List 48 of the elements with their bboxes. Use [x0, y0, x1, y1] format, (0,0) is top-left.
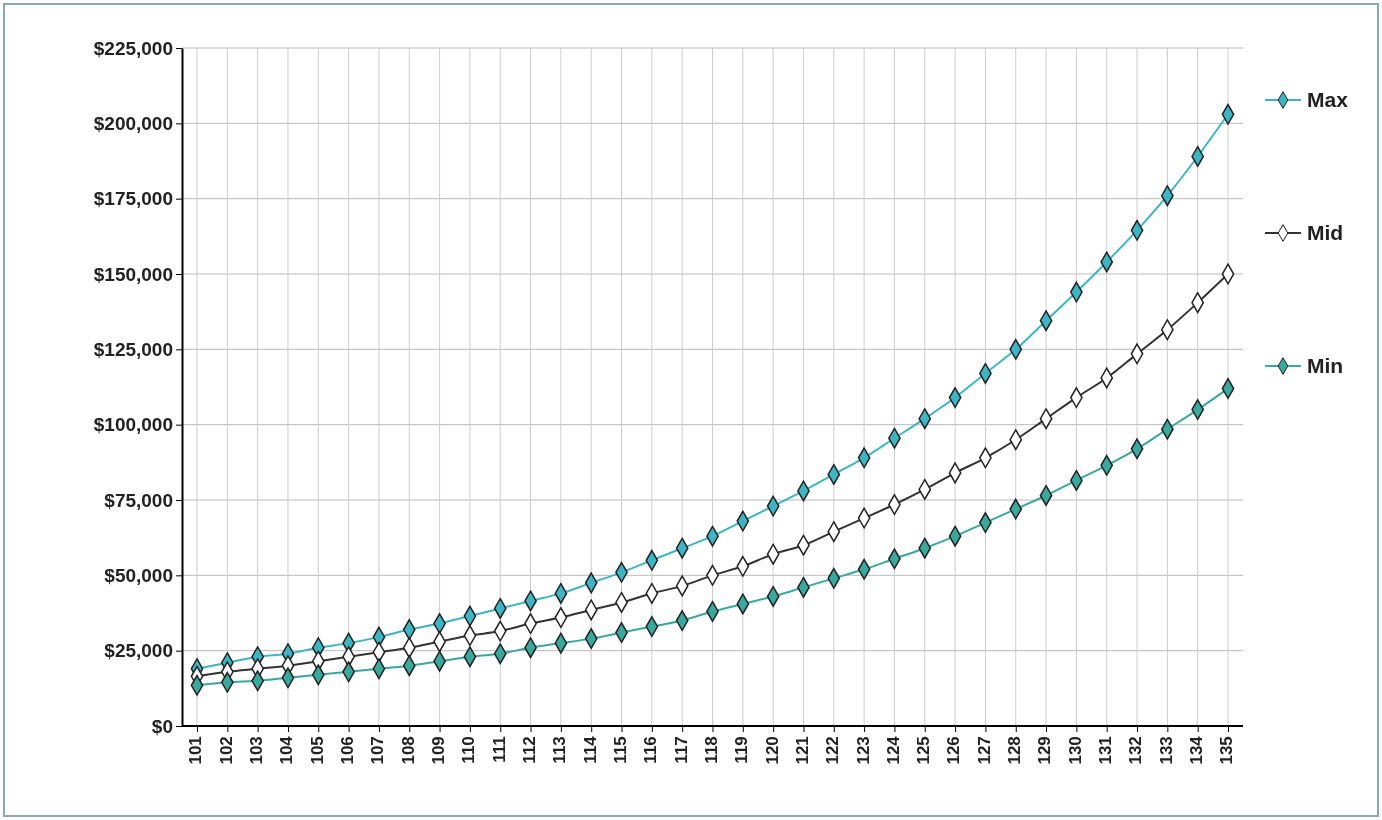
x-tick-label: 115 — [610, 736, 630, 764]
x-tick-label: 110 — [459, 736, 479, 764]
y-tick-label: $200,000 — [93, 112, 173, 134]
y-tick-label: $225,000 — [93, 37, 173, 59]
x-tick-label: 107 — [368, 736, 388, 765]
x-tick-label: 106 — [338, 736, 358, 765]
legend-label: Mid — [1307, 221, 1344, 244]
x-tick-label: 134 — [1187, 735, 1207, 765]
x-tick-label: 126 — [944, 736, 964, 765]
y-tick-label: $0 — [151, 715, 173, 737]
x-tick-label: 132 — [1126, 736, 1146, 765]
x-tick-label: 116 — [641, 736, 661, 764]
x-tick-label: 133 — [1156, 736, 1176, 765]
x-tick-label: 125 — [914, 736, 934, 765]
x-tick-label: 128 — [1005, 736, 1025, 765]
x-tick-label: 123 — [853, 736, 873, 765]
y-tick-label: $175,000 — [93, 188, 173, 210]
x-tick-label: 129 — [1035, 736, 1055, 765]
x-tick-label: 103 — [247, 736, 267, 765]
legend-label: Max — [1307, 88, 1349, 111]
x-tick-label: 114 — [580, 735, 600, 764]
x-tick-label: 102 — [216, 736, 236, 765]
x-tick-label: 111 — [489, 736, 509, 763]
x-tick-label: 122 — [823, 736, 843, 765]
x-tick-label: 127 — [974, 736, 994, 765]
x-tick-label: 109 — [428, 736, 448, 765]
x-tick-label: 113 — [550, 736, 570, 764]
x-tick-label: 120 — [762, 736, 782, 765]
x-tick-label: 105 — [307, 736, 327, 765]
y-tick-label: $25,000 — [104, 640, 173, 662]
x-tick-label: 118 — [701, 736, 721, 764]
x-tick-label: 108 — [398, 736, 418, 765]
x-tick-label: 135 — [1217, 736, 1237, 765]
x-tick-label: 119 — [732, 736, 752, 764]
x-tick-label: 117 — [671, 736, 691, 764]
x-tick-label: 121 — [792, 736, 812, 765]
x-tick-label: 131 — [1096, 736, 1116, 765]
y-tick-label: $150,000 — [93, 263, 173, 285]
y-tick-label: $100,000 — [93, 414, 173, 436]
x-tick-label: 101 — [186, 736, 206, 765]
x-tick-label: 130 — [1065, 736, 1085, 765]
legend-label: Min — [1307, 354, 1344, 377]
x-tick-label: 104 — [277, 735, 297, 765]
x-tick-label: 112 — [519, 736, 539, 764]
y-tick-label: $50,000 — [104, 564, 173, 586]
y-tick-label: $125,000 — [93, 338, 173, 360]
x-tick-label: 124 — [883, 735, 903, 765]
y-tick-label: $75,000 — [104, 489, 173, 511]
